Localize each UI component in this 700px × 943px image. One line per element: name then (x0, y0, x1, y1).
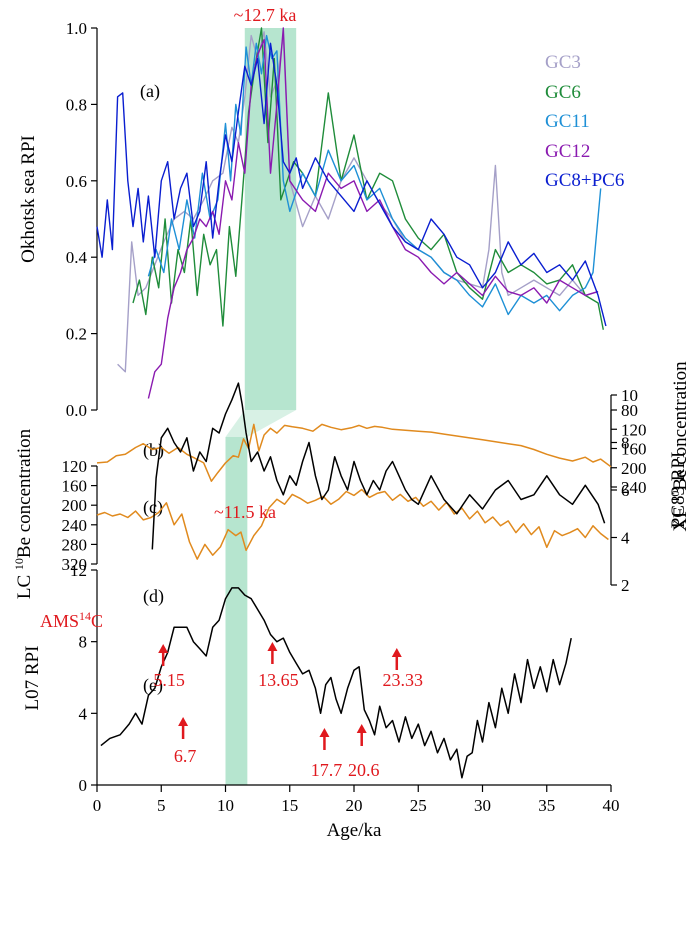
series-a-gc6 (132, 27, 604, 330)
ams-label: AMS14C (40, 609, 103, 631)
tick-label-c: 280 (62, 535, 88, 554)
arrow-d-5.15 (158, 644, 169, 666)
annotations: GC3 GC6 GC11 GC12 GC8+PC6 ~12.7 ka ~11.5 ka AMS… (40, 5, 624, 780)
x-axis-title: Age/ka (327, 820, 382, 841)
band-connector (225, 410, 297, 437)
arrow-label-d-13.65: 13.65 (258, 670, 299, 690)
arrow-e-6.7 (178, 717, 189, 739)
series-b-xf-10be (96, 423, 612, 482)
x-tick-label: 40 (603, 796, 620, 815)
superscript: 14 (79, 609, 91, 623)
series-a-gc11 (147, 34, 602, 316)
tick-label-b: 200 (621, 459, 647, 478)
tick-label-c: 160 (62, 477, 88, 496)
tick-label-d: 6 (621, 481, 630, 500)
title-part: AMS (40, 611, 79, 631)
panel-label-a: (a) (140, 81, 160, 102)
series-c-lc-10be (96, 488, 609, 560)
x-tick-label: 25 (410, 796, 427, 815)
x-tick-label: 15 (281, 796, 298, 815)
arrow-head (356, 724, 367, 733)
tick-label-b: 80 (621, 401, 638, 420)
x-tick-label: 5 (157, 796, 166, 815)
arrow-head (178, 717, 189, 726)
legend-gc6: GC6 (545, 82, 581, 103)
x-tick-label: 20 (346, 796, 363, 815)
tick-label-a: 1.0 (66, 19, 87, 38)
x-tick-label: 30 (474, 796, 491, 815)
legend-gc11: GC11 (545, 111, 590, 132)
arrow-head (391, 648, 402, 657)
title-part: XF (670, 503, 691, 532)
arrow-e-20.6 (356, 724, 367, 746)
superscript: 10 (12, 558, 26, 570)
axis-title-c: LC 10Be concentration (12, 428, 35, 599)
tick-label-a: 0.8 (66, 95, 87, 114)
arrow-d-23.33 (391, 648, 402, 670)
tick-label-e: 4 (79, 704, 88, 723)
arrow-head (319, 728, 330, 737)
tick-label-e: 12 (70, 561, 87, 580)
arrow-e-17.7 (319, 728, 330, 750)
tick-label-d: 10 (621, 386, 638, 405)
tick-label-d: 4 (621, 529, 630, 548)
legend-gc12: GC12 (545, 141, 590, 162)
series-d-pc83-rpi (151, 382, 606, 550)
tick-label-d: 8 (621, 434, 630, 453)
tick-label-e: 0 (79, 776, 88, 795)
tick-label-a: 0.2 (66, 325, 87, 344)
tick-label-c: 240 (62, 516, 88, 535)
panel-label-c: (c) (143, 497, 163, 518)
arrow-label-d-5.15: 5.15 (153, 670, 185, 690)
tick-label-a: 0.6 (66, 172, 87, 191)
panel-label-d: (d) (143, 586, 164, 607)
band-label-12-7: ~12.7 ka (234, 5, 297, 25)
series-e-l07-rpi (100, 587, 572, 779)
arrow-label-d-23.33: 23.33 (383, 670, 424, 690)
x-tick-label: 0 (93, 796, 102, 815)
tick-label-c: 320 (62, 555, 88, 574)
tick-label-c: 120 (62, 457, 88, 476)
axis-title-a: Okhotsk sea RPI (18, 135, 39, 263)
arrow-head (158, 644, 169, 653)
title-part: Be concentration (14, 428, 35, 558)
axis-title-b: XF 10Be concentration (668, 361, 691, 532)
tick-label-b: 240 (621, 478, 647, 497)
arrow-label-e-17.7: 17.7 (311, 760, 343, 780)
arrow-label-e-6.7: 6.7 (174, 746, 197, 766)
x-tick-label: 35 (538, 796, 555, 815)
series-a-gc8-pc6 (96, 42, 607, 327)
tick-label-a: 0.0 (66, 401, 87, 420)
axis-title-e: L07 RPI (22, 646, 43, 711)
arrow-label-e-20.6: 20.6 (348, 760, 380, 780)
tick-label-a: 0.4 (66, 248, 88, 267)
band-label-11-5: ~11.5 ka (214, 502, 276, 522)
tick-label-e: 8 (79, 633, 88, 652)
band-lower (225, 437, 248, 785)
tick-label-b: 120 (621, 420, 647, 439)
title-part: C (91, 611, 103, 631)
data-series (96, 27, 612, 779)
legend-gc3: GC3 (545, 52, 581, 73)
tick-label-b: 160 (621, 440, 647, 459)
arrow-head (267, 642, 278, 651)
axis-title-d: PC83 RPI (668, 452, 689, 529)
tick-label-c: 200 (62, 496, 88, 515)
legend-gc8-pc6: GC8+PC6 (545, 170, 624, 191)
x-tick-label: 10 (217, 796, 234, 815)
series-a-gc12 (147, 27, 599, 399)
arrow-d-13.65 (267, 642, 278, 664)
tick-label-d: 2 (621, 576, 630, 595)
title-part: Be concentration (670, 361, 691, 491)
superscript: 10 (668, 491, 682, 503)
title-part: LC (14, 570, 35, 599)
